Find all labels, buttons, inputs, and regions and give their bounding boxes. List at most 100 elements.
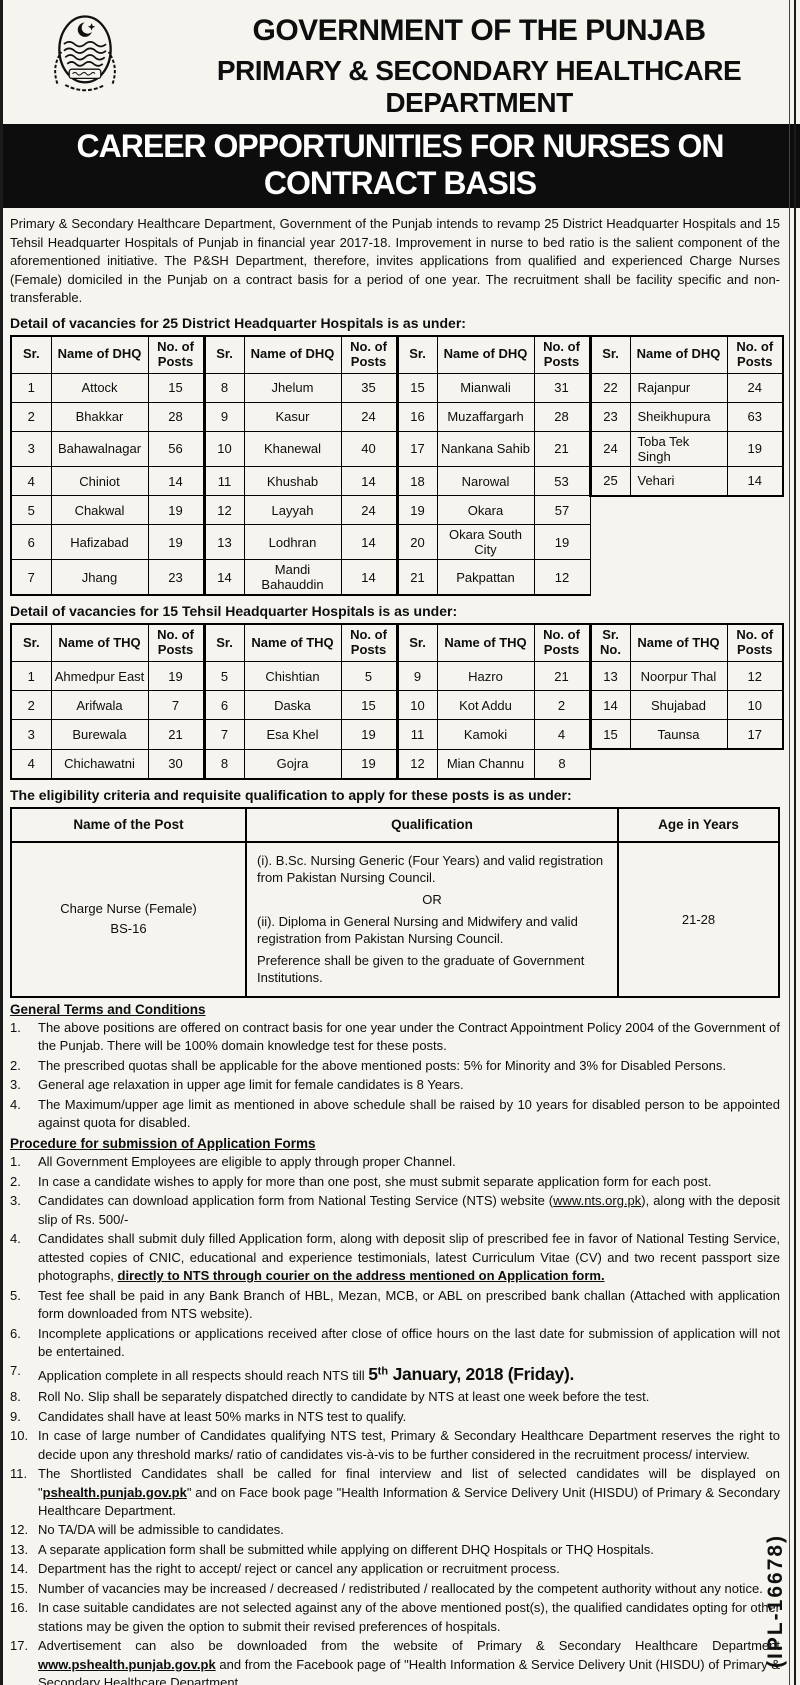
hospital-name: Kasur [243,401,342,432]
row-serial: 20 [395,524,438,561]
row-serial: 3 [10,719,52,750]
posts-count: 21 [147,719,205,750]
text-segment: The above positions are offered on contr… [38,1019,780,1054]
table-row: 4 Chichawatni 30 8 Gojra 19 12 Mian Channu 8 [10,748,783,780]
posts-count: 10 [726,690,784,721]
item-number: 1. [10,1154,21,1170]
department-title: PRIMARY & SECONDARY HEALTHCARE DEPARTMEN… [216,55,756,118]
hospital-name: Hafizabad [50,524,149,561]
item-text: The prescribed quotas shall be applicabl… [38,1057,780,1075]
row-serial: 7 [10,559,52,597]
item-number: 12. [10,1522,29,1538]
text-segment: " and on Face book page "Health Informat… [38,1484,780,1518]
row-serial: 14 [202,559,245,597]
post-name-cell: Charge Nurse (Female) BS-16 [10,840,247,998]
text-segment: The Maximum/upper age limit as mentioned… [38,1096,780,1130]
hospital-name: Taunsa [629,719,728,751]
posts-count: 17 [726,719,784,751]
column-header-posts: No. of Posts [340,623,398,663]
column-header-sr: Sr. [395,623,438,663]
posts-count: 14 [340,524,398,561]
eligibility-table: Name of the Post Qualification Age in Ye… [10,806,780,998]
punjab-crest-icon [54,15,116,92]
item-number: 6. [10,1325,21,1341]
column-header-sr: Sr. [395,334,438,374]
hospital-name: Burewala [50,719,149,750]
list-item: 12. No TA/DA will be admissible to candid… [10,1521,780,1539]
hospital-name: Okara South City [436,524,535,561]
procedure-list: 1. All Government Employees are eligible … [10,1153,780,1685]
column-header-sr: Sr. No. [588,623,631,663]
column-header-name: Name of THQ [50,623,149,663]
column-header-name: Name of THQ [436,623,535,663]
age-cell: 21-28 [617,840,780,998]
item-number: 17. [10,1638,29,1654]
list-item: 16. In case suitable candidates are not s… [10,1599,780,1636]
styled-segment: www.pshealth.punjab.gov.pk [38,1656,216,1672]
posts-count: 14 [340,559,398,597]
qualification-line: (ii). Diploma in General Nursing and Mid… [257,913,578,947]
column-header-posts: No. of Posts [340,334,398,374]
styled-segment: January, 2018 (Friday). [388,1364,575,1385]
hospital-name: Attock [50,372,149,403]
list-item: 2. In case a candidate wishes to apply fo… [10,1173,780,1191]
item-text: Candidates can download application form… [38,1192,780,1229]
hospital-name: Daska [243,690,342,721]
hospital-name: Khushab [243,465,342,497]
page-right-border-inner [789,0,790,1685]
row-serial: 9 [202,401,245,432]
posts-count: 19 [340,719,398,750]
advertisement-number: (IPL-16678) [764,1533,787,1668]
posts-count: 4 [533,719,591,750]
list-item: 3. General age relaxation in upper age li… [10,1076,780,1094]
row-serial: 12 [202,495,245,526]
column-header-name: Name of THQ [629,623,728,663]
row-serial: 6 [10,524,52,561]
item-text: All Government Employees are eligible to… [38,1153,780,1171]
row-serial: 22 [588,372,631,403]
posts-count: 40 [340,430,398,467]
posts-count: 23 [147,559,205,597]
item-number: 4. [10,1096,21,1112]
styled-segment: th [377,1366,389,1379]
hospital-name: Bahawalnagar [50,430,149,467]
item-number: 14. [10,1561,29,1577]
row-serial: 1 [10,661,52,692]
posts-count: 21 [533,661,591,692]
text-segment: In case of large number of Candidates qu… [38,1428,780,1462]
terms-list: 1. The above positions are offered on con… [10,1019,780,1133]
table-row: 5 Chakwal 19 12 Layyah 24 19 Okara 57 [10,495,783,526]
row-serial: 23 [588,401,631,432]
hospital-name: Mian Channu [436,748,535,780]
item-text: In case a candidate wishes to apply for … [38,1173,780,1191]
posts-count: 14 [726,465,784,497]
list-item: 7. Application complete in all respects s… [10,1362,780,1387]
hospital-name: Jhelum [243,372,342,403]
item-number: 7. [10,1363,21,1379]
empty-cell [590,525,630,560]
posts-count: 24 [726,372,784,403]
hospital-name: Shujabad [629,690,728,721]
column-header-name: Name of THQ [243,623,342,663]
row-serial: 15 [588,719,631,751]
column-header-name: Name of DHQ [50,334,149,374]
text-segment: All Government Employees are eligible to… [38,1154,456,1170]
posts-count: 7 [147,690,205,721]
row-serial: 10 [202,430,245,467]
empty-cell [630,525,727,560]
item-text: Roll No. Slip shall be separately dispat… [38,1388,780,1406]
column-header-name: Name of DHQ [243,334,342,374]
text-segment: Candidates can download application form… [38,1193,554,1209]
hospital-name: Chiniot [50,465,149,497]
body-content: Primary & Secondary Healthcare Departmen… [0,215,800,1685]
qualification-line: Preference shall be given to the graduat… [257,952,585,986]
list-item: 17. Advertisement can also be downloaded … [10,1637,780,1685]
row-serial: 3 [10,430,52,467]
item-number: 3. [10,1193,21,1209]
text-segment: In case suitable candidates are not sele… [38,1600,780,1634]
text-segment: A separate application form shall be sub… [38,1541,654,1557]
empty-cell [590,749,630,779]
hospital-name: Chakwal [50,495,149,526]
hospital-name: Narowal [436,465,535,497]
